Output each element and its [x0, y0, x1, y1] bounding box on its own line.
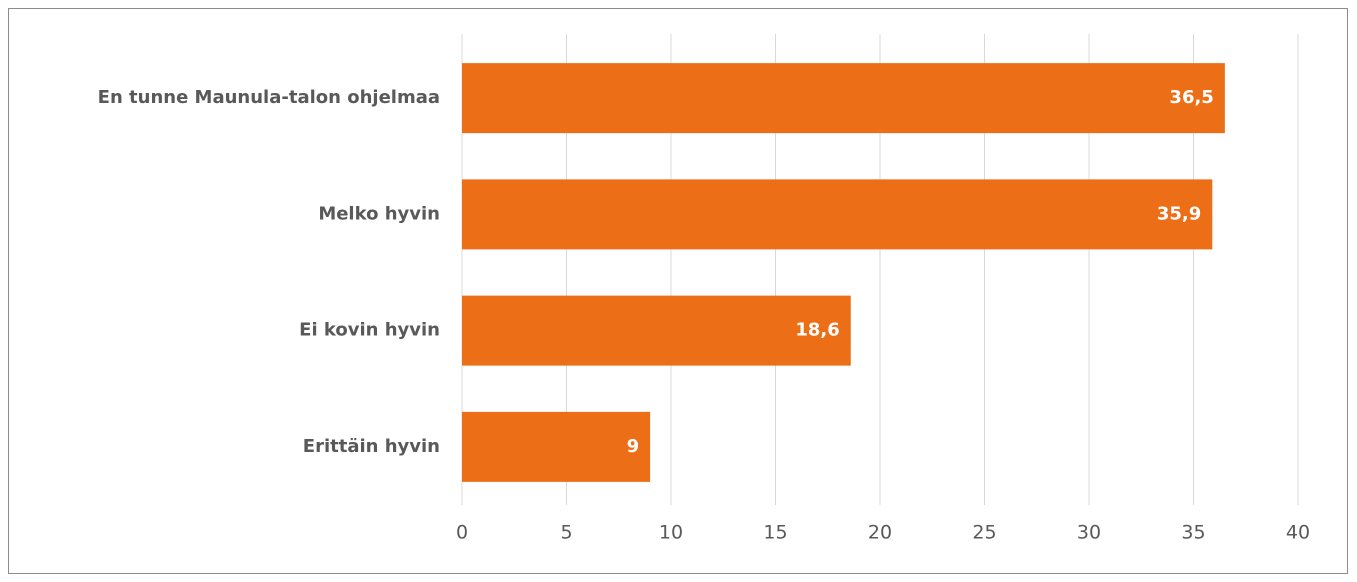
category-label: Melko hyvin [318, 203, 440, 224]
data-label: 35,9 [1157, 203, 1201, 224]
data-labels: 36,5 35,9 18,6 9 [627, 87, 1214, 457]
category-label: En tunne Maunula-talon ohjelmaa [98, 87, 440, 108]
x-tick-label: 30 [1077, 522, 1101, 544]
data-label: 36,5 [1169, 87, 1213, 108]
category-label: Erittäin hyvin [303, 436, 440, 457]
category-labels: En tunne Maunula-talon ohjelmaa Melko hyv… [98, 87, 440, 457]
data-label: 9 [627, 436, 640, 457]
category-label: Ei kovin hyvin [299, 320, 440, 341]
data-label: 18,6 [795, 320, 839, 341]
x-tick-label: 35 [1181, 522, 1205, 544]
x-tick-label: 10 [659, 522, 683, 544]
bar-3 [462, 411, 651, 482]
x-tick-label: 0 [456, 522, 468, 544]
x-tick-label: 40 [1286, 522, 1310, 544]
x-tick-label: 25 [972, 522, 996, 544]
bar-1 [462, 179, 1213, 250]
x-tick-label: 15 [763, 522, 787, 544]
bar-0 [462, 63, 1225, 134]
x-tick-label: 20 [868, 522, 892, 544]
bar-2 [462, 295, 851, 366]
x-axis-tick-labels: 0 5 10 15 20 25 30 35 40 [456, 522, 1310, 544]
x-tick-label: 5 [560, 522, 572, 544]
bars [462, 63, 1225, 482]
